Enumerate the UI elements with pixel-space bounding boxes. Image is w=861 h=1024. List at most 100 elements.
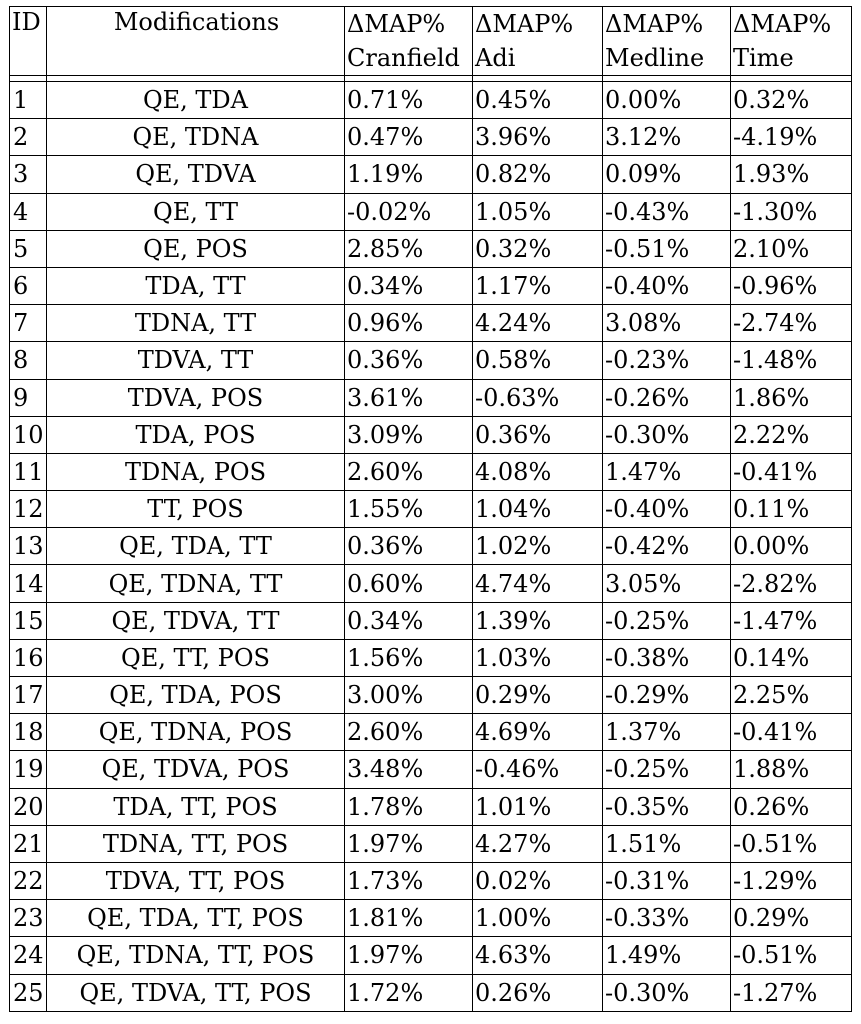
cell-id: 21 — [9, 824, 47, 863]
cell-medline: -0.43% — [602, 192, 731, 231]
cell-medline: -0.38% — [602, 638, 731, 678]
cell-time: -0.41% — [730, 452, 852, 492]
cell-adi: 1.01% — [472, 787, 603, 826]
cell-time: 0.11% — [730, 490, 852, 529]
cell-id: 22 — [9, 861, 47, 901]
cell-id: 1 — [9, 80, 47, 120]
cell-adi: 1.17% — [472, 266, 603, 306]
cell-id: 13 — [9, 527, 47, 566]
table-row: 3 QE, TDVA 1.19% 0.82% 0.09% 1.93% — [9, 155, 852, 194]
header-id: ID — [9, 6, 47, 76]
cell-medline: 3.05% — [602, 564, 731, 603]
cell-time: -0.51% — [730, 824, 852, 863]
cell-modifications: TDVA, TT — [46, 341, 345, 380]
table-row: 21 TDNA, TT, POS 1.97% 4.27% 1.51% -0.51% — [9, 824, 852, 863]
cell-time: -4.19% — [730, 118, 852, 157]
table-row: 25 QE, TDVA, TT, POS 1.72% 0.26% -0.30% -1.27… — [9, 973, 852, 1012]
cell-cranfield: 3.61% — [344, 378, 473, 417]
cell-adi: 1.04% — [472, 490, 603, 529]
table-row: 19 QE, TDVA, POS 3.48% -0.46% -0.25% 1.88% — [9, 750, 852, 789]
table-row: 1 QE, TDA 0.71% 0.45% 0.00% 0.32% — [9, 80, 852, 120]
table-row: 15 QE, TDVA, TT 0.34% 1.39% -0.25% -1.47% — [9, 601, 852, 640]
cell-modifications: TDNA, POS — [46, 452, 345, 492]
cell-cranfield: 0.36% — [344, 527, 473, 566]
cell-adi: 0.36% — [472, 415, 603, 454]
cell-medline: -0.33% — [602, 899, 731, 938]
cell-id: 3 — [9, 155, 47, 194]
cell-cranfield: 1.78% — [344, 787, 473, 826]
cell-medline: -0.25% — [602, 750, 731, 789]
table-row: 8 TDVA, TT 0.36% 0.58% -0.23% -1.48% — [9, 341, 852, 380]
cell-modifications: QE, TDVA — [46, 155, 345, 194]
table-row: 6 TDA, TT 0.34% 1.17% -0.40% -0.96% — [9, 266, 852, 306]
cell-cranfield: 3.09% — [344, 415, 473, 454]
cell-time: 0.00% — [730, 527, 852, 566]
table-body: 1 QE, TDA 0.71% 0.45% 0.00% 0.32% 2 QE, TDNA 0.4… — [9, 75, 852, 1012]
cell-cranfield: 0.34% — [344, 266, 473, 306]
cell-cranfield: 0.47% — [344, 118, 473, 157]
cell-time: -0.96% — [730, 266, 852, 306]
header-dataset-medline: Medline — [602, 41, 731, 76]
cell-time: 0.26% — [730, 787, 852, 826]
cell-modifications: QE, TDA, TT — [46, 527, 345, 566]
cell-id: 23 — [9, 899, 47, 938]
cell-adi: -0.63% — [472, 378, 603, 417]
cell-time: -1.27% — [730, 973, 852, 1012]
cell-id: 7 — [9, 304, 47, 343]
table-row: 9 TDVA, POS 3.61% -0.63% -0.26% 1.86% — [9, 378, 852, 417]
cell-cranfield: 1.97% — [344, 936, 473, 975]
cell-time: 2.25% — [730, 675, 852, 715]
cell-cranfield: 2.85% — [344, 229, 473, 268]
cell-cranfield: 3.00% — [344, 675, 473, 715]
cell-adi: 4.24% — [472, 304, 603, 343]
cell-adi: 0.26% — [472, 973, 603, 1012]
cell-medline: -0.30% — [602, 973, 731, 1012]
cell-time: -1.29% — [730, 861, 852, 901]
cell-id: 9 — [9, 378, 47, 417]
cell-cranfield: -0.02% — [344, 192, 473, 231]
cell-cranfield: 2.60% — [344, 452, 473, 492]
cell-id: 19 — [9, 750, 47, 789]
header-dataset-time: Time — [730, 41, 852, 76]
cell-modifications: TDNA, TT — [46, 304, 345, 343]
cell-medline: 0.00% — [602, 80, 731, 120]
cell-id: 5 — [9, 229, 47, 268]
cell-adi: 0.02% — [472, 861, 603, 901]
cell-time: 0.14% — [730, 638, 852, 678]
table-row: 22 TDVA, TT, POS 1.73% 0.02% -0.31% -1.29% — [9, 861, 852, 901]
cell-modifications: QE, TDNA — [46, 118, 345, 157]
table-row: 4 QE, TT -0.02% 1.05% -0.43% -1.30% — [9, 192, 852, 231]
cell-medline: 1.51% — [602, 824, 731, 863]
table-row: 12 TT, POS 1.55% 1.04% -0.40% 0.11% — [9, 490, 852, 529]
cell-modifications: QE, TDVA, TT — [46, 601, 345, 640]
cell-id: 24 — [9, 936, 47, 975]
cell-medline: -0.26% — [602, 378, 731, 417]
cell-adi: 4.74% — [472, 564, 603, 603]
cell-modifications: QE, TDVA, TT, POS — [46, 973, 345, 1012]
cell-cranfield: 2.60% — [344, 713, 473, 752]
cell-time: -2.74% — [730, 304, 852, 343]
cell-time: 0.32% — [730, 80, 852, 120]
cell-adi: 4.08% — [472, 452, 603, 492]
cell-cranfield: 1.72% — [344, 973, 473, 1012]
cell-time: -0.41% — [730, 713, 852, 752]
cell-medline: -0.51% — [602, 229, 731, 268]
cell-cranfield: 3.48% — [344, 750, 473, 789]
cell-medline: -0.40% — [602, 490, 731, 529]
cell-cranfield: 1.97% — [344, 824, 473, 863]
cell-adi: 4.69% — [472, 713, 603, 752]
cell-medline: -0.29% — [602, 675, 731, 715]
cell-modifications: QE, TT — [46, 192, 345, 231]
cell-modifications: QE, TDA, POS — [46, 675, 345, 715]
cell-time: 2.22% — [730, 415, 852, 454]
cell-cranfield: 0.71% — [344, 80, 473, 120]
cell-modifications: QE, TT, POS — [46, 638, 345, 678]
cell-time: -2.82% — [730, 564, 852, 603]
cell-adi: 1.03% — [472, 638, 603, 678]
cell-medline: -0.30% — [602, 415, 731, 454]
cell-cranfield: 1.56% — [344, 638, 473, 678]
cell-time: -1.30% — [730, 192, 852, 231]
cell-time: 1.93% — [730, 155, 852, 194]
header-metric-medline: ΔMAP% — [602, 6, 731, 41]
cell-medline: -0.42% — [602, 527, 731, 566]
